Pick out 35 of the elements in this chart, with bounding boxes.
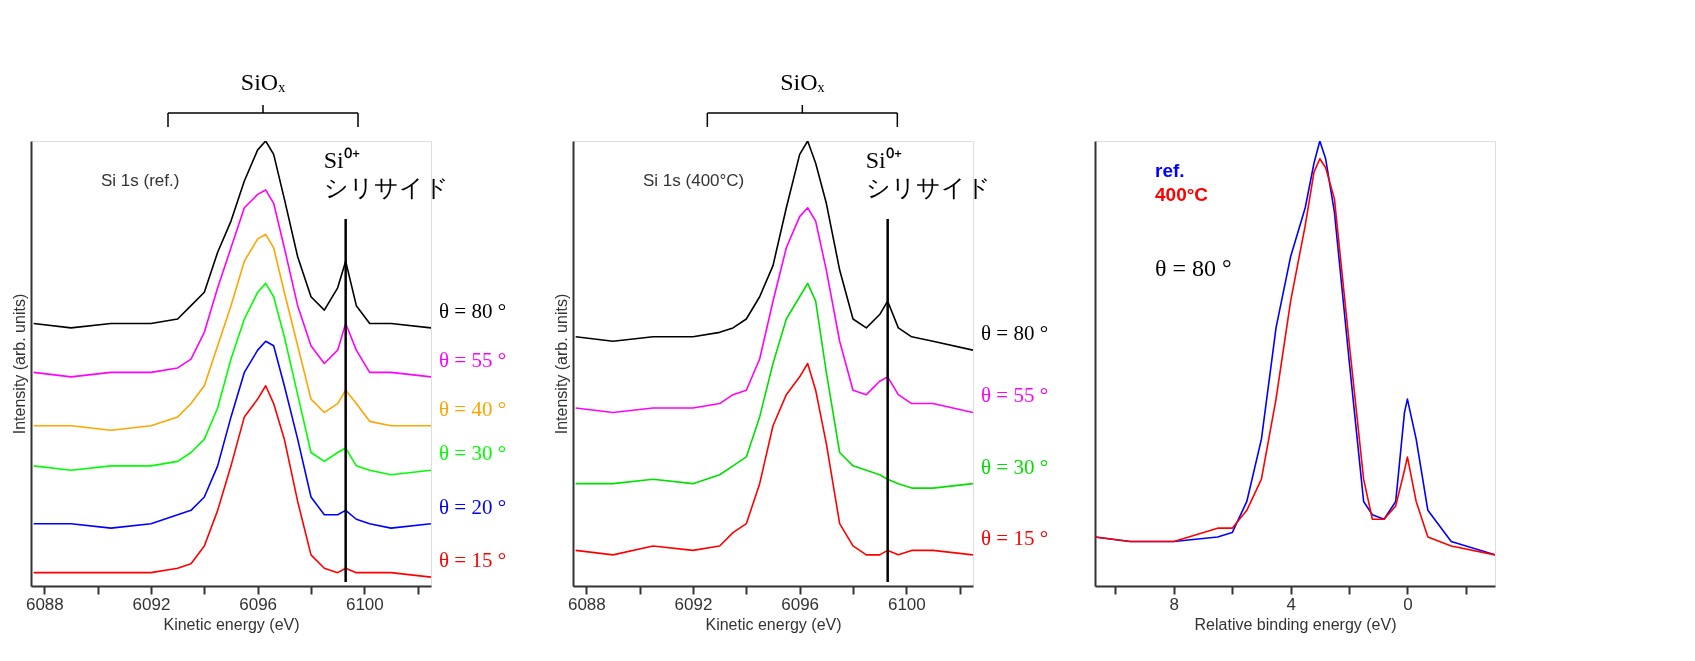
annotation: SiOₓ <box>240 69 286 95</box>
series-label: θ = 15 ° <box>981 525 1049 550</box>
annotation: SiOₓ <box>780 69 825 95</box>
annotation: Si 1s (ref.) <box>101 171 180 190</box>
series-label: θ = 40 ° <box>439 396 507 421</box>
x-tick-label: 6088 <box>567 594 606 614</box>
legend-label: Si⁰⁺ シリサイド <box>865 147 991 201</box>
text: ref. <box>1155 160 1185 181</box>
x-tick-label: 4 <box>1286 594 1296 614</box>
series-label: θ = 55 ° <box>439 347 507 372</box>
x-tick-label: 6092 <box>674 594 713 614</box>
x-axis-title: Kinetic energy (eV) <box>705 615 842 633</box>
annotation: Si 1s (400°C) <box>643 171 745 190</box>
x-tick-label: 6092 <box>132 594 171 614</box>
x-tick-label: 8 <box>1169 594 1180 614</box>
text: 400°C <box>1155 184 1209 205</box>
x-tick-label: 6096 <box>239 594 278 614</box>
series-label: θ = 30 ° <box>439 441 507 466</box>
legend-label: Si⁰⁺ シリサイド <box>323 147 449 201</box>
y-axis-title: Intensity (arb. units) <box>10 293 28 435</box>
series-label: θ = 80 ° <box>981 321 1049 346</box>
series-label: θ = 20 ° <box>439 494 507 519</box>
x-tick-label: 0 <box>1403 594 1413 614</box>
y-axis-title: Intensity (arb. units) <box>552 293 570 435</box>
x-tick-label: 6096 <box>781 594 820 614</box>
x-axis-title: Relative binding energy (eV) <box>1194 615 1397 633</box>
x-axis-title: Kinetic energy (eV) <box>163 615 300 633</box>
x-tick-label: 6100 <box>887 594 926 614</box>
annotation: θ = 80 ° <box>1155 255 1232 281</box>
series-label: θ = 80 ° <box>439 298 507 323</box>
series-label: θ = 30 ° <box>981 454 1049 479</box>
series-label: θ = 15 ° <box>439 548 507 573</box>
x-tick-label: 6100 <box>345 594 384 614</box>
series-label: θ = 55 ° <box>981 383 1049 408</box>
x-tick-label: 6088 <box>25 594 64 614</box>
